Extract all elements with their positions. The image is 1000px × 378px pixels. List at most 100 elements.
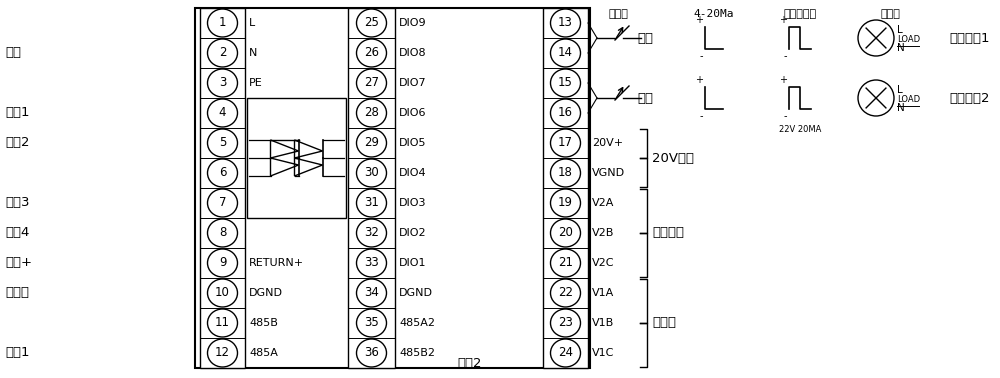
Text: 8: 8 [219, 226, 226, 240]
Ellipse shape [208, 249, 238, 277]
Bar [247, 98, 346, 218]
Text: 1: 1 [219, 17, 226, 29]
Text: 变送+: 变送+ [5, 257, 32, 270]
Text: 报警2: 报警2 [5, 136, 30, 150]
Ellipse shape [356, 189, 386, 217]
Text: 25: 25 [364, 17, 379, 29]
Ellipse shape [208, 39, 238, 67]
Bar [195, 8, 590, 368]
Text: PE: PE [249, 78, 263, 88]
Ellipse shape [208, 279, 238, 307]
Text: 公共端: 公共端 [5, 287, 29, 299]
Text: 7: 7 [219, 197, 226, 209]
Text: 16: 16 [558, 107, 573, 119]
Text: -: - [700, 51, 703, 61]
Circle shape [858, 80, 894, 116]
Ellipse shape [356, 69, 386, 97]
Text: 20V馈电: 20V馈电 [652, 152, 694, 164]
Text: 36: 36 [364, 347, 379, 359]
Ellipse shape [356, 279, 386, 307]
Ellipse shape [550, 159, 580, 187]
Ellipse shape [356, 129, 386, 157]
Text: 主控输出1: 主控输出1 [950, 31, 990, 45]
Text: +: + [779, 75, 787, 85]
Text: 26: 26 [364, 46, 379, 59]
Text: DIO1: DIO1 [399, 258, 426, 268]
Text: 主输入: 主输入 [652, 316, 676, 330]
Text: V2B: V2B [592, 228, 614, 238]
Text: N: N [249, 48, 257, 58]
Text: DIO5: DIO5 [399, 138, 426, 148]
Bar [348, 8, 395, 368]
Text: 24: 24 [558, 347, 573, 359]
Ellipse shape [550, 9, 580, 37]
Ellipse shape [208, 69, 238, 97]
Text: 10: 10 [215, 287, 230, 299]
Text: 通讯1: 通讯1 [5, 347, 30, 359]
Text: 5: 5 [219, 136, 226, 150]
Text: 28: 28 [364, 107, 379, 119]
Ellipse shape [208, 159, 238, 187]
Text: -: - [700, 111, 703, 121]
Text: DGND: DGND [249, 288, 283, 298]
Text: 485B: 485B [249, 318, 278, 328]
Text: VGND: VGND [592, 168, 625, 178]
Text: 主控输出2: 主控输出2 [950, 91, 990, 104]
Text: 报警1: 报警1 [5, 107, 30, 119]
Ellipse shape [550, 129, 580, 157]
Ellipse shape [550, 219, 580, 247]
Text: V1C: V1C [592, 348, 614, 358]
Text: DIO8: DIO8 [399, 48, 427, 58]
Text: 4-20Ma: 4-20Ma [694, 9, 734, 19]
Ellipse shape [550, 189, 580, 217]
Ellipse shape [550, 339, 580, 367]
Text: DIO9: DIO9 [399, 18, 427, 28]
Text: 4: 4 [219, 107, 226, 119]
Text: V2C: V2C [592, 258, 614, 268]
Ellipse shape [208, 219, 238, 247]
Text: 13: 13 [558, 17, 573, 29]
Text: 12: 12 [215, 347, 230, 359]
Text: -: - [784, 51, 787, 61]
Ellipse shape [550, 69, 580, 97]
Text: 31: 31 [364, 197, 379, 209]
Text: DIO3: DIO3 [399, 198, 426, 208]
Text: DIO4: DIO4 [399, 168, 427, 178]
Text: +: + [779, 15, 787, 25]
Ellipse shape [208, 189, 238, 217]
Ellipse shape [208, 309, 238, 337]
Text: 22V 20MA: 22V 20MA [779, 125, 821, 134]
Text: 485B2: 485B2 [399, 348, 435, 358]
Text: N: N [897, 43, 905, 53]
Text: +: + [695, 75, 703, 85]
Ellipse shape [356, 249, 386, 277]
Text: 32: 32 [364, 226, 379, 240]
Ellipse shape [356, 309, 386, 337]
Text: 29: 29 [364, 136, 379, 150]
Text: 6: 6 [219, 166, 226, 180]
Text: 23: 23 [558, 316, 573, 330]
Ellipse shape [550, 279, 580, 307]
Text: 继电器: 继电器 [608, 9, 628, 19]
Text: 可控硅: 可控硅 [880, 9, 900, 19]
Text: -: - [784, 111, 787, 121]
Text: 485A2: 485A2 [399, 318, 435, 328]
Text: DIO6: DIO6 [399, 108, 426, 118]
Text: V1B: V1B [592, 318, 614, 328]
Text: 通讯2: 通讯2 [458, 357, 482, 370]
Text: 485A: 485A [249, 348, 278, 358]
Text: 27: 27 [364, 76, 379, 90]
Text: 11: 11 [215, 316, 230, 330]
Text: RETURN+: RETURN+ [249, 258, 304, 268]
Text: 17: 17 [558, 136, 573, 150]
Circle shape [858, 20, 894, 56]
Text: L: L [897, 25, 903, 35]
Text: 30: 30 [364, 166, 379, 180]
Text: 22: 22 [558, 287, 573, 299]
Text: 固态继电器: 固态继电器 [783, 9, 817, 19]
Ellipse shape [356, 99, 386, 127]
Ellipse shape [208, 129, 238, 157]
Ellipse shape [356, 219, 386, 247]
Text: LOAD: LOAD [897, 96, 920, 104]
Text: L: L [249, 18, 255, 28]
